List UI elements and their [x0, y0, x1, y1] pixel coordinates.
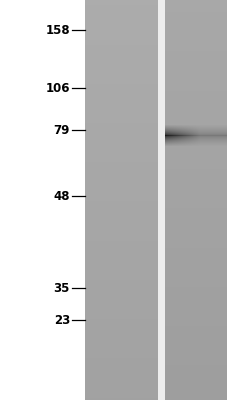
Text: 35: 35 — [53, 282, 70, 294]
Text: 23: 23 — [54, 314, 70, 326]
Text: 79: 79 — [53, 124, 70, 136]
Text: 158: 158 — [45, 24, 70, 36]
Text: 106: 106 — [45, 82, 70, 94]
Text: 48: 48 — [53, 190, 70, 202]
